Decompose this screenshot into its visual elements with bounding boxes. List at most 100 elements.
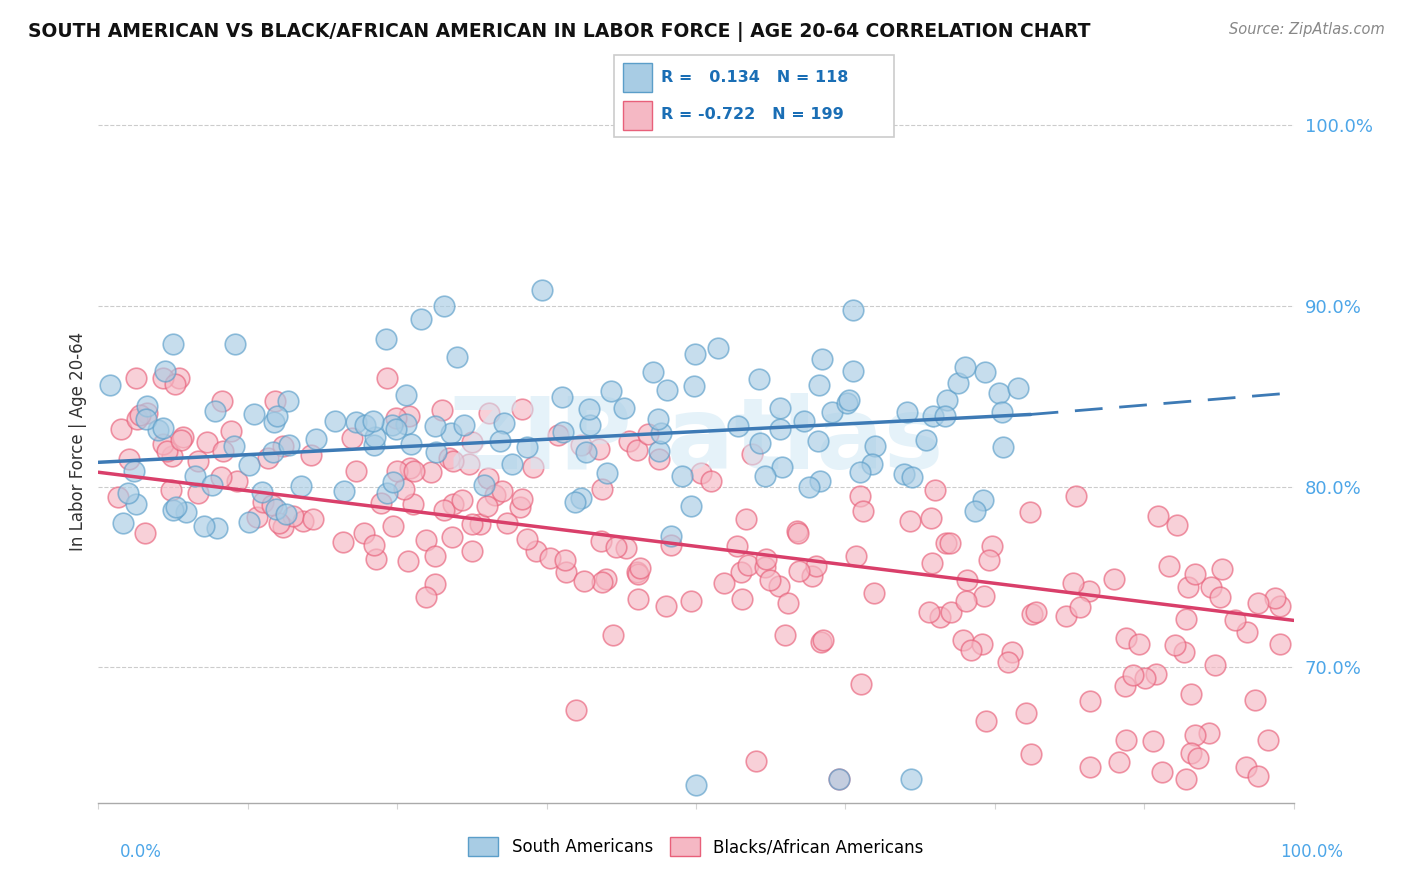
- Point: [613, 401, 636, 415]
- Point: [1264, 591, 1286, 606]
- Point: [630, 561, 652, 575]
- Point: [813, 632, 835, 647]
- Point: [647, 412, 669, 426]
- Point: [1019, 505, 1042, 519]
- Point: [1019, 747, 1042, 761]
- Point: [176, 505, 198, 519]
- Point: [366, 552, 388, 566]
- Point: [648, 443, 671, 458]
- Point: [152, 371, 174, 385]
- Point: [478, 406, 501, 420]
- Point: [475, 499, 498, 513]
- Point: [1175, 612, 1198, 626]
- Point: [509, 500, 531, 514]
- Point: [516, 532, 538, 546]
- Point: [305, 432, 328, 446]
- Point: [735, 512, 758, 526]
- Point: [980, 539, 1002, 553]
- Point: [683, 347, 706, 361]
- Point: [605, 540, 627, 554]
- Point: [725, 539, 748, 553]
- Point: [98, 378, 121, 392]
- Y-axis label: In Labor Force | Age 20-64: In Labor Force | Age 20-64: [69, 332, 87, 551]
- Text: SOUTH AMERICAN VS BLACK/AFRICAN AMERICAN IN LABOR FORCE | AGE 20-64 CORRELATION : SOUTH AMERICAN VS BLACK/AFRICAN AMERICAN…: [28, 22, 1091, 42]
- Point: [671, 469, 693, 483]
- Point: [569, 491, 592, 505]
- Point: [924, 483, 946, 497]
- Point: [1257, 733, 1279, 747]
- Point: [655, 384, 678, 398]
- Point: [152, 421, 174, 435]
- Point: [928, 610, 950, 624]
- Point: [440, 426, 463, 441]
- Point: [773, 628, 796, 642]
- Point: [748, 372, 770, 386]
- Point: [595, 572, 617, 586]
- Point: [382, 475, 405, 490]
- Point: [242, 407, 264, 421]
- Point: [1078, 583, 1101, 598]
- Point: [118, 452, 141, 467]
- Point: [770, 460, 793, 475]
- Point: [591, 482, 613, 496]
- Point: [1204, 658, 1226, 673]
- Point: [776, 596, 799, 610]
- Point: [461, 516, 484, 531]
- Point: [484, 488, 506, 502]
- Point: [659, 538, 682, 552]
- Point: [219, 424, 242, 438]
- Point: [922, 409, 945, 423]
- Point: [935, 392, 957, 407]
- Point: [800, 569, 823, 583]
- Point: [530, 283, 553, 297]
- Point: [332, 535, 354, 549]
- Point: [807, 434, 830, 448]
- Point: [1054, 609, 1077, 624]
- FancyBboxPatch shape: [623, 62, 652, 92]
- Point: [441, 498, 464, 512]
- Point: [172, 430, 194, 444]
- Point: [551, 425, 574, 439]
- Point: [363, 538, 385, 552]
- Point: [430, 403, 453, 417]
- Point: [516, 440, 538, 454]
- Point: [727, 418, 749, 433]
- Point: [648, 452, 671, 467]
- Point: [394, 482, 416, 496]
- Point: [122, 464, 145, 478]
- Point: [107, 490, 129, 504]
- Point: [423, 419, 446, 434]
- Point: [353, 418, 375, 433]
- Point: [510, 401, 533, 416]
- Point: [1184, 728, 1206, 742]
- Point: [274, 507, 297, 521]
- Point: [808, 474, 831, 488]
- Point: [655, 599, 678, 613]
- Point: [375, 371, 398, 385]
- Point: [160, 483, 183, 497]
- Point: [370, 496, 392, 510]
- FancyBboxPatch shape: [623, 101, 652, 130]
- Point: [1115, 732, 1137, 747]
- Point: [399, 461, 422, 475]
- Point: [769, 422, 792, 436]
- Point: [363, 437, 385, 451]
- Point: [626, 443, 648, 458]
- Point: [707, 341, 730, 355]
- Point: [987, 385, 1010, 400]
- Point: [842, 303, 865, 318]
- Point: [399, 436, 422, 450]
- Point: [425, 445, 447, 459]
- Point: [681, 499, 703, 513]
- Point: [1080, 759, 1102, 773]
- Point: [768, 579, 790, 593]
- Point: [277, 393, 299, 408]
- Point: [156, 444, 179, 458]
- Point: [797, 479, 820, 493]
- Point: [162, 503, 184, 517]
- Point: [262, 445, 284, 459]
- Point: [222, 439, 245, 453]
- Point: [201, 478, 224, 492]
- Point: [425, 549, 447, 563]
- Point: [538, 551, 561, 566]
